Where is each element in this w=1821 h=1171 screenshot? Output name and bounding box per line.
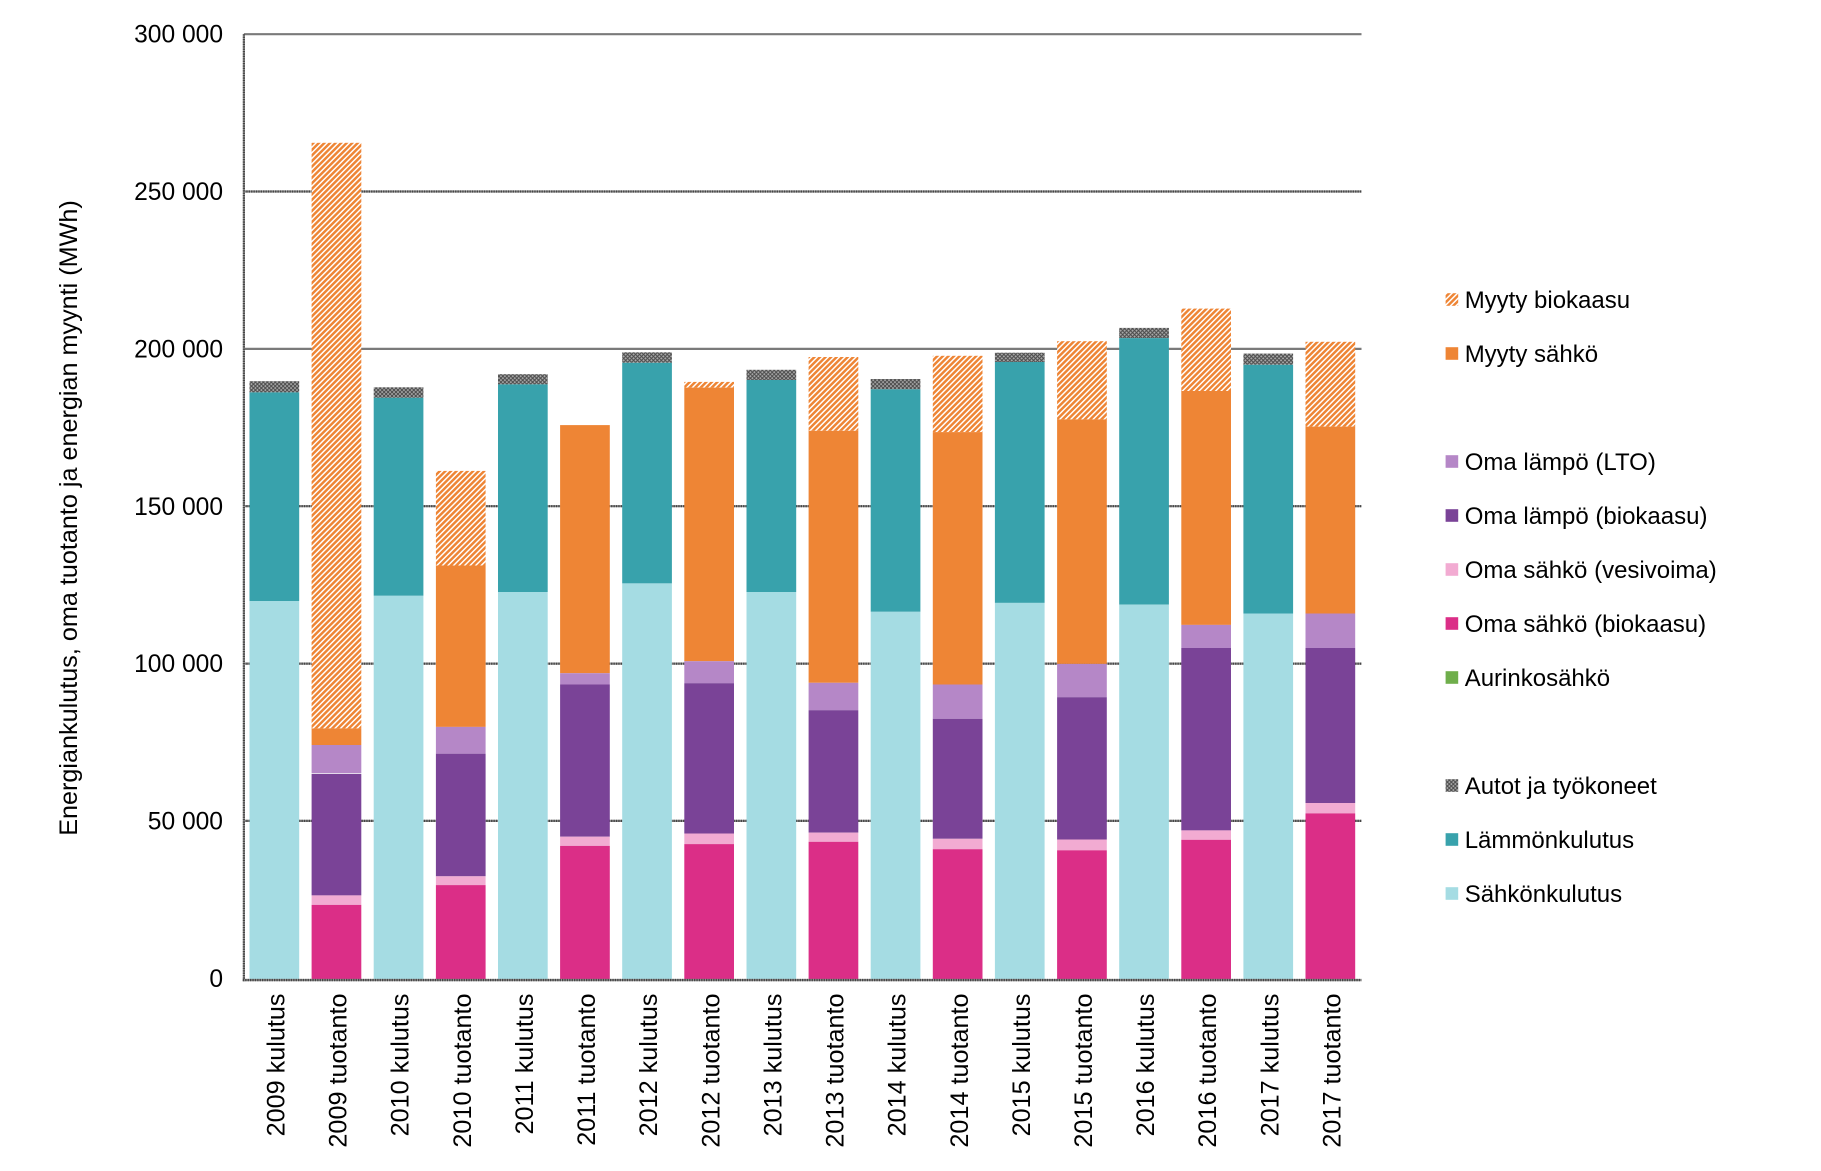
svg-text:2009 kulutus: 2009 kulutus	[263, 994, 291, 1137]
svg-text:2012 kulutus: 2012 kulutus	[635, 994, 663, 1137]
svg-text:2009 tuotanto: 2009 tuotanto	[325, 994, 353, 1148]
svg-text:50 000: 50 000	[148, 808, 223, 835]
svg-text:Autot ja työkoneet: Autot ja työkoneet	[1465, 773, 1657, 800]
svg-text:2012 tuotanto: 2012 tuotanto	[697, 994, 725, 1148]
svg-text:2013 kulutus: 2013 kulutus	[759, 994, 787, 1137]
svg-text:2011 kulutus: 2011 kulutus	[511, 994, 539, 1135]
svg-text:Aurinkosähkö: Aurinkosähkö	[1465, 665, 1610, 692]
svg-text:250 000: 250 000	[134, 179, 223, 206]
svg-text:2017 kulutus: 2017 kulutus	[1256, 994, 1284, 1137]
svg-text:150 000: 150 000	[134, 494, 223, 521]
svg-text:2015 kulutus: 2015 kulutus	[1008, 994, 1036, 1137]
svg-text:2010 tuotanto: 2010 tuotanto	[449, 994, 477, 1148]
svg-text:Myyty biokaasu: Myyty biokaasu	[1465, 287, 1630, 314]
svg-text:2011 tuotanto: 2011 tuotanto	[573, 994, 601, 1146]
svg-text:300 000: 300 000	[134, 22, 223, 49]
svg-text:Energiankulutus, oma tuotanto: Energiankulutus, oma tuotanto ja energia…	[55, 200, 83, 836]
svg-text:Oma lämpö (LTO): Oma lämpö (LTO)	[1465, 449, 1656, 476]
svg-text:2010 kulutus: 2010 kulutus	[387, 994, 415, 1137]
svg-text:Myyty sähkö: Myyty sähkö	[1465, 341, 1598, 368]
svg-text:2013 tuotanto: 2013 tuotanto	[822, 994, 850, 1148]
svg-text:2014 kulutus: 2014 kulutus	[884, 994, 912, 1137]
svg-text:Oma sähkö (vesivoima): Oma sähkö (vesivoima)	[1465, 557, 1717, 584]
svg-text:Lämmönkulutus: Lämmönkulutus	[1465, 827, 1634, 854]
svg-text:100 000: 100 000	[134, 651, 223, 678]
svg-text:2014 tuotanto: 2014 tuotanto	[946, 994, 974, 1148]
svg-text:2016 kulutus: 2016 kulutus	[1132, 994, 1160, 1137]
svg-text:Sähkönkulutus: Sähkönkulutus	[1465, 881, 1622, 908]
svg-text:0: 0	[209, 966, 223, 993]
svg-text:2015 tuotanto: 2015 tuotanto	[1070, 994, 1098, 1148]
svg-text:2016 tuotanto: 2016 tuotanto	[1194, 994, 1222, 1148]
svg-text:Oma sähkö (biokaasu): Oma sähkö (biokaasu)	[1465, 611, 1706, 638]
svg-text:Oma lämpö (biokaasu): Oma lämpö (biokaasu)	[1465, 503, 1708, 530]
svg-text:200 000: 200 000	[134, 336, 223, 363]
svg-text:2017 tuotanto: 2017 tuotanto	[1319, 994, 1347, 1148]
